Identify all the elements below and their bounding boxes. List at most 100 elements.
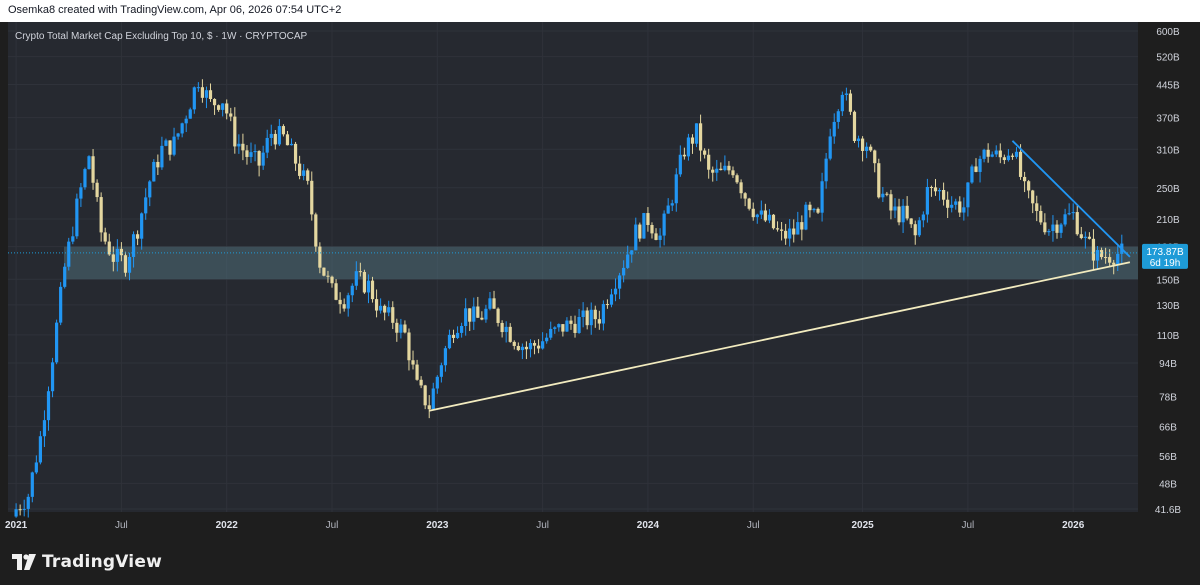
candle-body [1067, 213, 1071, 215]
candle-body [585, 310, 589, 326]
candle-body [111, 254, 115, 262]
candle-body [476, 306, 480, 318]
candle-body [103, 232, 107, 242]
candle-body [188, 109, 192, 119]
candle-body [557, 324, 561, 328]
candle-body [804, 204, 808, 230]
trendlines [429, 140, 1131, 412]
candle-body [261, 152, 265, 166]
candle-body [500, 322, 504, 333]
candle-body [990, 154, 994, 157]
candle-body [836, 111, 840, 122]
candle-body [528, 342, 533, 350]
candle-body [123, 255, 128, 273]
candle-body [1006, 155, 1010, 161]
candle-body [622, 267, 626, 276]
candle-body [504, 326, 508, 333]
chart-frame[interactable]: 600B520B445B370B310B250B210B180B150B130B… [0, 22, 1200, 539]
candle-body [34, 462, 38, 473]
time-axis[interactable]: 2021 Jul 2022 Jul 2023 Jul 2024 Jul 2025 Jul 2026 [5, 520, 1085, 531]
x-tick-label: Jul [536, 520, 549, 531]
candle-body [885, 193, 889, 195]
candle-body [75, 198, 79, 237]
candle-body [869, 146, 873, 151]
candle-body [322, 267, 326, 276]
candle-body [1075, 212, 1079, 235]
candle-body [674, 174, 678, 204]
candle-body [172, 136, 176, 155]
y-tick-label: 520B [1156, 53, 1180, 64]
candle-body [83, 169, 87, 188]
candle-body [950, 204, 954, 208]
candle-body [808, 204, 812, 211]
candle-body [71, 236, 75, 242]
price-axis[interactable]: 600B520B445B370B310B250B210B180B150B130B… [1155, 27, 1181, 516]
candle-body [480, 317, 484, 320]
candle-body [662, 213, 666, 236]
candle-body [334, 283, 338, 300]
candle-body [221, 103, 225, 110]
candle-body [727, 165, 731, 171]
candle-body [690, 137, 695, 144]
candle-body [229, 113, 233, 117]
candle-body [512, 341, 516, 346]
candle-body [840, 94, 844, 112]
candle-body [370, 280, 375, 300]
candle-body [318, 246, 322, 268]
x-tick-label: Jul [326, 520, 339, 531]
candle-body [638, 224, 642, 239]
candle-body [784, 230, 788, 239]
candle-body [609, 294, 614, 305]
candle-body [1031, 190, 1035, 204]
candle-body [581, 310, 585, 317]
y-tick-label: 250B [1156, 184, 1180, 195]
candle-body [22, 508, 26, 510]
price-chart[interactable]: 600B520B445B370B310B250B210B180B150B130B… [0, 22, 1200, 539]
candle-body [577, 316, 581, 333]
candle-body [79, 187, 83, 199]
candle-body [419, 379, 423, 386]
candle-body [767, 214, 772, 221]
candle-body [946, 199, 950, 208]
tradingview-logo[interactable]: TradingView [12, 552, 162, 572]
candle-body [379, 305, 383, 311]
price-badge-box [1142, 243, 1188, 269]
candle-body [889, 194, 893, 211]
candle-body [520, 346, 524, 351]
support-trendline[interactable] [429, 261, 1131, 412]
candle-body [1027, 181, 1031, 191]
demand-zone-band [64, 246, 1138, 280]
candle-body [800, 222, 804, 230]
candle-body [176, 133, 180, 137]
candle-body [962, 207, 966, 213]
candle-body [844, 93, 848, 95]
candle-body [212, 99, 217, 106]
candle-body [358, 271, 362, 273]
candle-body [553, 327, 557, 329]
candle-body [107, 241, 111, 255]
candle-body [427, 405, 431, 410]
y-tick-label: 66B [1159, 422, 1177, 433]
candle-body [589, 309, 593, 326]
y-tick-label: 370B [1156, 114, 1180, 125]
candle-body [755, 214, 759, 218]
candle-body [921, 214, 925, 221]
candle-body [1043, 222, 1047, 233]
candle-body [771, 214, 776, 229]
candle-body [63, 266, 67, 287]
resistance-trendline[interactable] [1011, 140, 1131, 258]
y-tick-label: 210B [1156, 215, 1180, 226]
y-tick-label: 310B [1156, 145, 1180, 156]
candle-body [326, 275, 330, 277]
candle-body [970, 166, 974, 183]
candle-body [455, 332, 460, 338]
y-tick-label: 130B [1156, 301, 1180, 312]
candle-body [285, 134, 290, 146]
candle-body [954, 201, 958, 205]
candle-body [38, 436, 43, 463]
candle-body [605, 304, 610, 306]
y-tick-label: 48B [1159, 479, 1177, 490]
candle-body [168, 140, 172, 155]
y-tick-label: 600B [1156, 27, 1180, 38]
candle-body [731, 170, 735, 176]
